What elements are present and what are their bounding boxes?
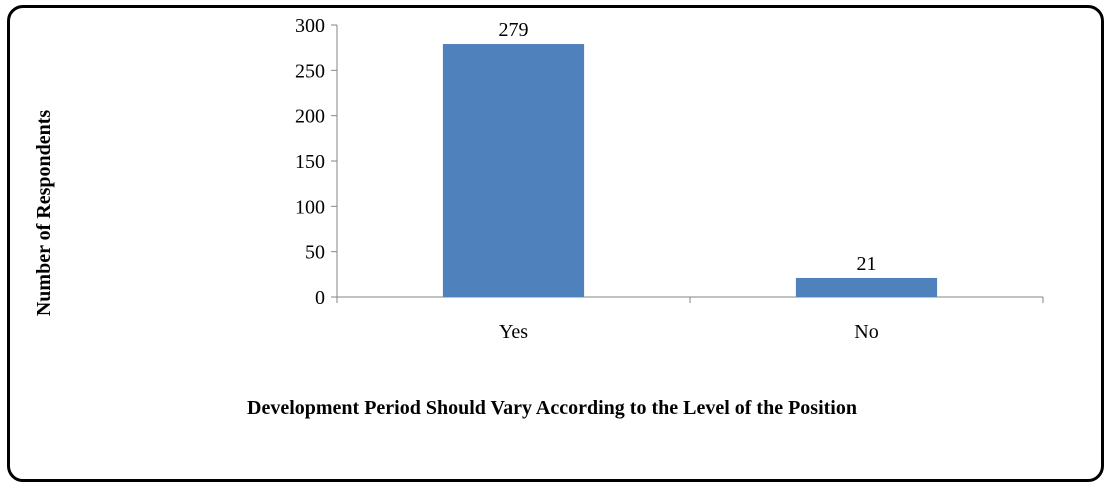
y-tick-label: 250 [295,60,325,82]
x-tick-label: No [854,321,878,343]
chart-frame [7,5,1104,482]
y-axis-title: Number of Respondents [33,110,55,317]
y-tick-label: 50 [305,242,325,264]
bar-yes [442,44,585,297]
y-tick-label: 200 [295,106,325,128]
y-axis: 0 50 100 150 200 250 300 [295,15,338,309]
y-tick-label: 0 [315,287,325,309]
x-axis: Yes No [336,296,1044,343]
x-axis-title: Development Period Should Vary According… [247,397,857,419]
y-tick-label: 150 [295,151,325,173]
x-tick-label: Yes [499,321,528,343]
y-tick-label: 100 [295,196,325,218]
y-tick-label: 300 [295,15,325,37]
bars [442,44,938,297]
data-label: 279 [499,19,529,41]
bar-no [795,277,938,297]
data-label: 21 [857,253,877,275]
data-labels: 279 21 [499,19,877,275]
